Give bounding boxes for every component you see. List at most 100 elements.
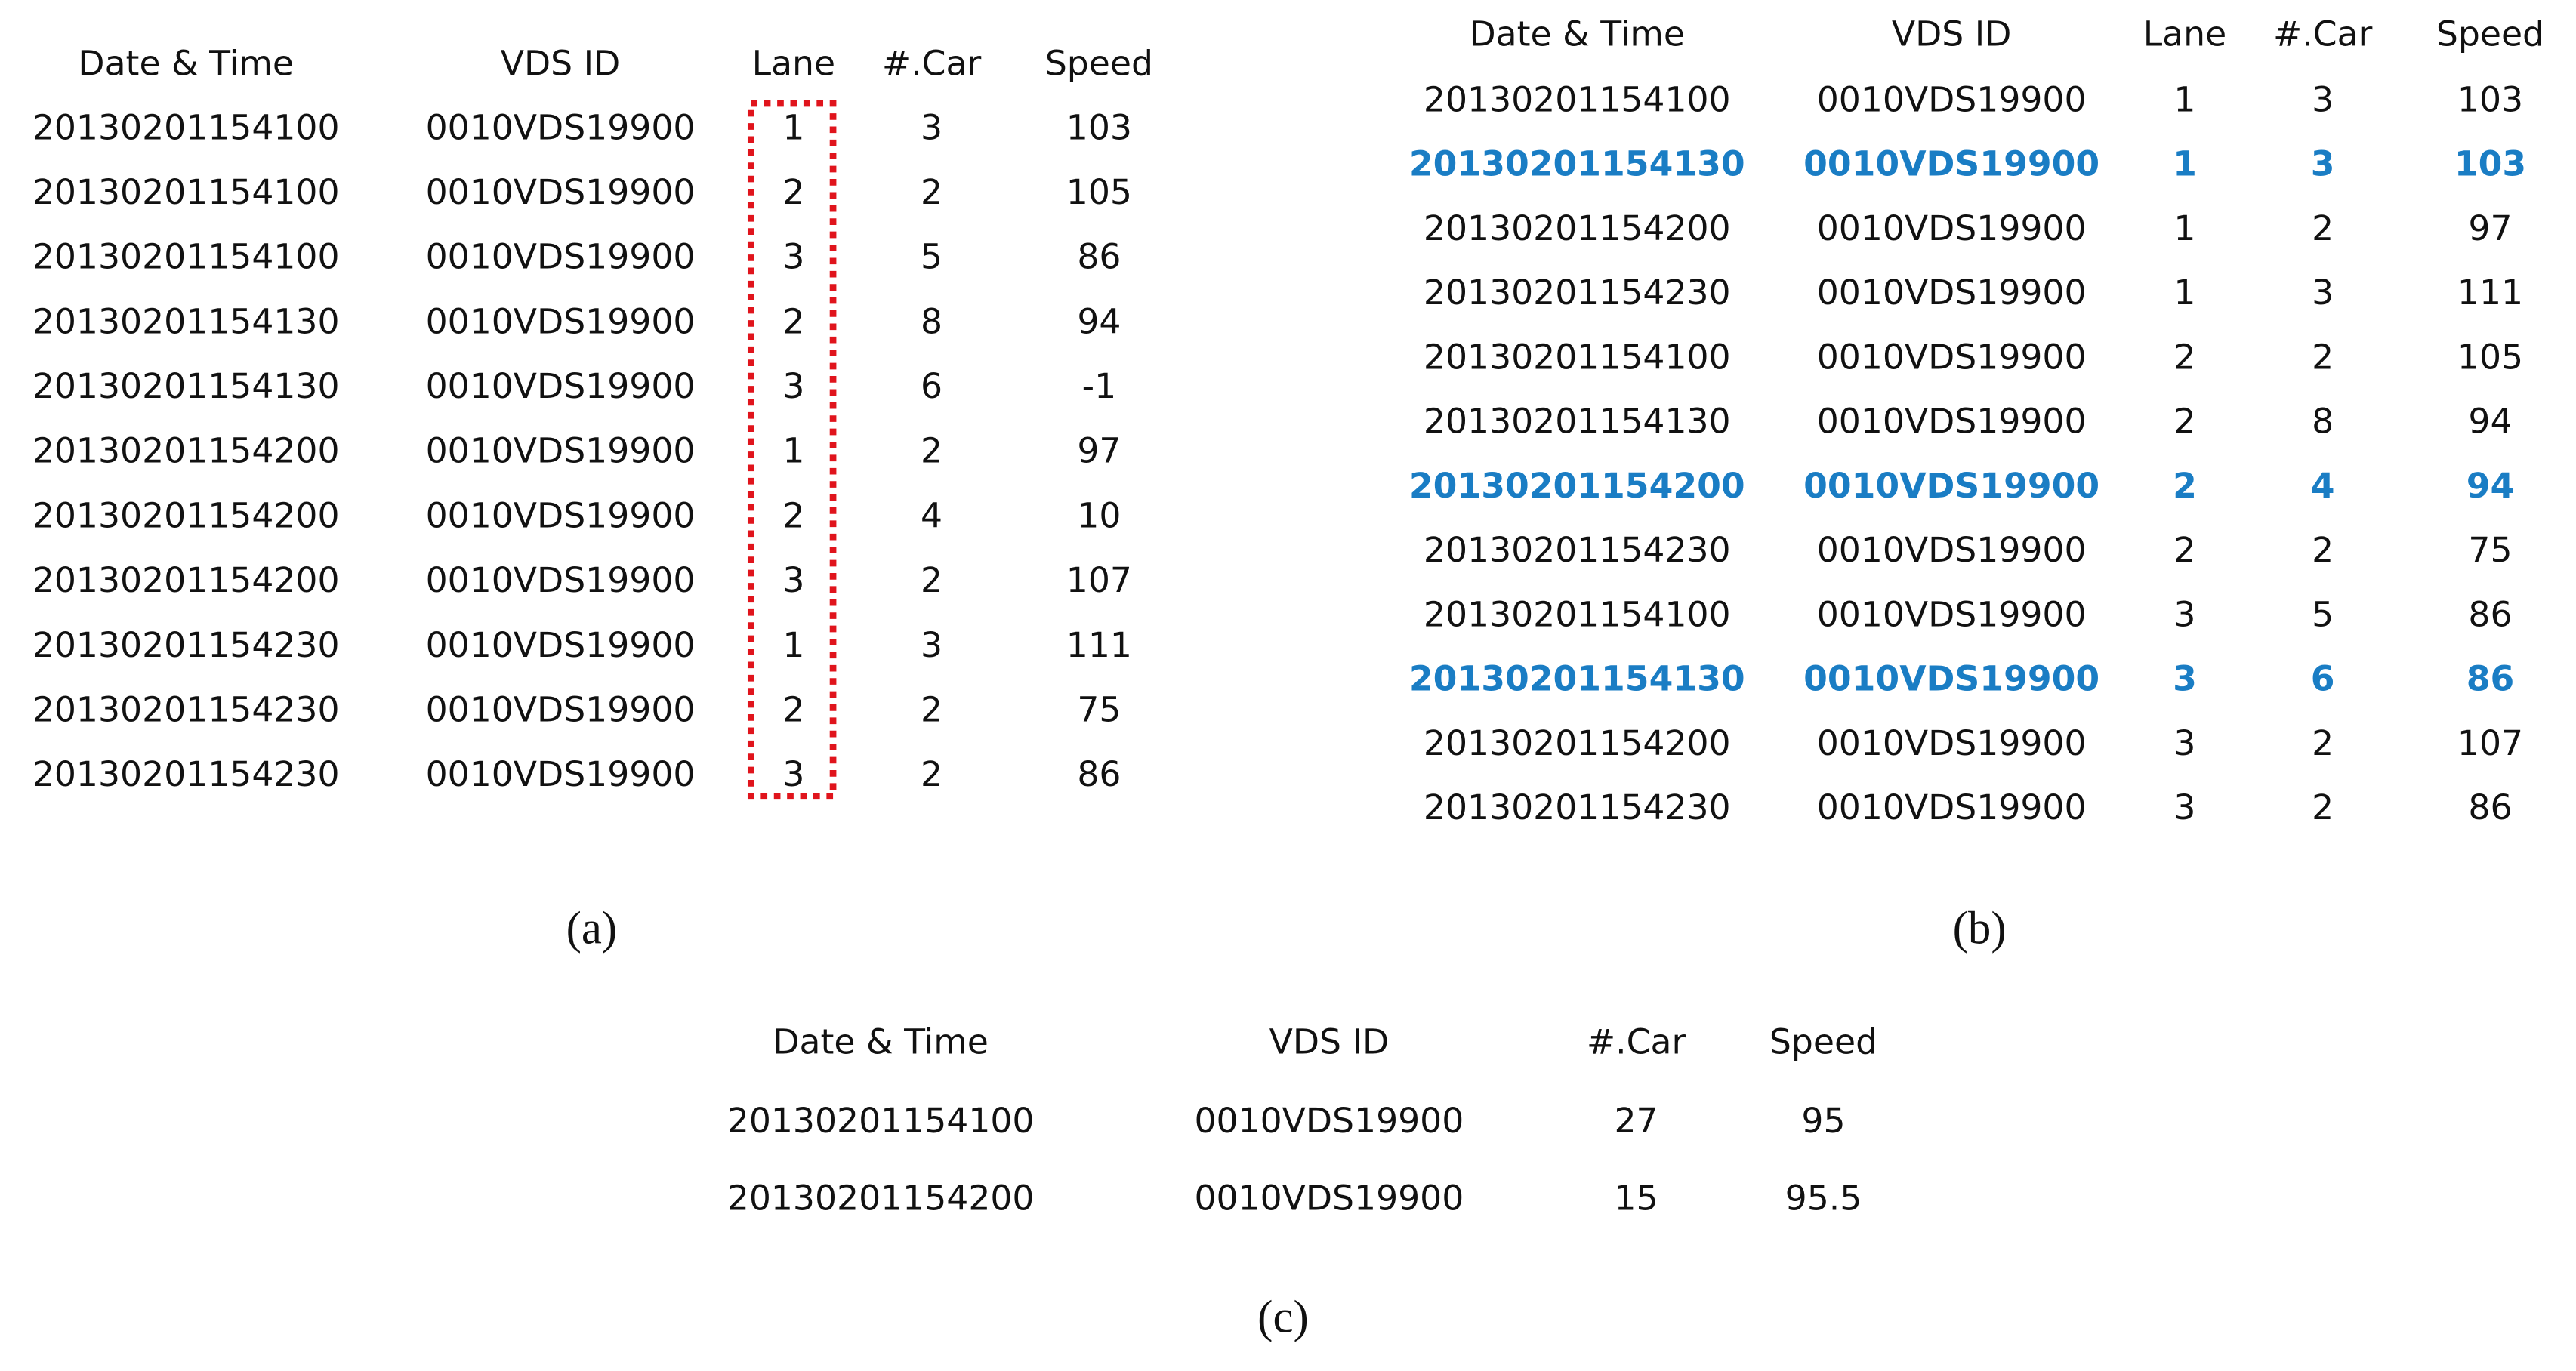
table-cell: 111 (2457, 273, 2523, 313)
caption: (a) (566, 903, 618, 954)
table-cell: 0010VDS19900 (1817, 273, 2087, 313)
table-cell: 105 (1066, 172, 1132, 212)
table-cell: 1 (2173, 273, 2195, 313)
table-cell: 94 (2468, 402, 2512, 442)
table-cell: 6 (2311, 659, 2335, 699)
table-cell: 27 (1615, 1101, 1658, 1141)
table-cell: 5 (921, 237, 942, 277)
table-cell: 2 (2312, 208, 2334, 248)
table-cell: 20130201154200 (1409, 466, 1745, 506)
table-cell: 0010VDS19900 (1817, 530, 2087, 570)
table-cell: 0010VDS19900 (426, 625, 696, 665)
table-cell: 0010VDS19900 (426, 366, 696, 406)
column-header: Date & Time (773, 1022, 989, 1062)
column-header: #.Car (882, 43, 982, 83)
table-cell: 0010VDS19900 (426, 560, 696, 600)
table-cell: 86 (1077, 237, 1121, 277)
table-cell: 0010VDS19900 (1194, 1101, 1464, 1141)
table-cell: 0010VDS19900 (1803, 466, 2099, 506)
table-cell: 20130201154130 (1409, 144, 1745, 184)
table-cell: 20130201154230 (32, 754, 340, 794)
table-cell: 1 (782, 107, 804, 147)
table-cell: 15 (1615, 1178, 1658, 1218)
table-cell: 2 (921, 560, 942, 600)
table-cell: 6 (921, 366, 942, 406)
caption: (b) (1953, 903, 2007, 954)
column-header: Lane (752, 43, 835, 83)
table-cell: 86 (2466, 659, 2515, 699)
table-cell: 0010VDS19900 (426, 690, 696, 730)
table-cell: 2 (921, 754, 942, 794)
table-cell: 20130201154200 (32, 495, 340, 535)
table-cell: 20130201154200 (32, 560, 340, 600)
table-cell: 0010VDS19900 (426, 301, 696, 341)
table-cell: 2 (782, 495, 804, 535)
table-cell: 5 (2312, 594, 2334, 634)
table-cell: 1 (2173, 144, 2197, 184)
table-cell: 3 (2173, 659, 2197, 699)
column-header: VDS ID (501, 43, 621, 83)
table-cell: 3 (782, 560, 804, 600)
table-cell: 94 (2466, 466, 2515, 506)
table-cell: 86 (2468, 594, 2512, 634)
table-cell: 20130201154200 (727, 1178, 1035, 1218)
table-cell: 0010VDS19900 (426, 237, 696, 277)
column-header: #.Car (1587, 1022, 1686, 1062)
column-header: Speed (1045, 43, 1153, 83)
table-cell: 0010VDS19900 (1817, 594, 2087, 634)
table-cell: 0010VDS19900 (1817, 723, 2087, 763)
table-cell: 20130201154100 (1424, 337, 1731, 377)
column-header: #.Car (2273, 14, 2373, 54)
table-cell: 103 (2454, 144, 2526, 184)
table-cell: 3 (2312, 273, 2334, 313)
table-cell: 3 (2173, 723, 2195, 763)
table-cell: 94 (1077, 301, 1121, 341)
table-cell: 0010VDS19900 (1194, 1178, 1464, 1218)
table-cell: 75 (1077, 690, 1121, 730)
table-cell: 2 (782, 172, 804, 212)
table-cell: 0010VDS19900 (426, 107, 696, 147)
table-cell: 20130201154130 (32, 366, 340, 406)
table-cell: 0010VDS19900 (1817, 402, 2087, 442)
table-cell: 105 (2457, 337, 2523, 377)
table-cell: 97 (2468, 208, 2512, 248)
table-cell: 20130201154230 (32, 625, 340, 665)
table-cell: 20130201154230 (32, 690, 340, 730)
column-header: Speed (1769, 1022, 1877, 1062)
table-cell: 107 (2457, 723, 2523, 763)
table-cell: 20130201154230 (1424, 273, 1731, 313)
table-cell: 2 (2173, 337, 2195, 377)
table-cell: 20130201154230 (1424, 530, 1731, 570)
table-cell: 4 (2311, 466, 2335, 506)
table-cell: 8 (921, 301, 942, 341)
table-cell: 75 (2468, 530, 2512, 570)
table-cell: 0010VDS19900 (426, 431, 696, 471)
table-cell: 2 (921, 172, 942, 212)
caption: (c) (1257, 1292, 1309, 1343)
table-cell: 2 (921, 431, 942, 471)
table-cell: 111 (1066, 625, 1132, 665)
table-cell: 86 (2468, 787, 2512, 827)
table-cell: 3 (782, 237, 804, 277)
table-cell: 20130201154100 (32, 172, 340, 212)
column-header: Lane (2143, 14, 2226, 54)
table-cell: 4 (921, 495, 942, 535)
table-cell: 3 (2173, 594, 2195, 634)
table-cell: 20130201154100 (1424, 79, 1731, 119)
table-cell: 0010VDS19900 (426, 495, 696, 535)
table-cell: 1 (2173, 208, 2195, 248)
table-cell: 0010VDS19900 (426, 754, 696, 794)
lane-highlight-box (747, 100, 837, 800)
table-cell: 2 (2173, 466, 2197, 506)
table-cell: 20130201154130 (32, 301, 340, 341)
table-cell: 3 (782, 754, 804, 794)
table-cell: 2 (2173, 530, 2195, 570)
table-cell: 3 (2311, 144, 2335, 184)
table-cell: 103 (2457, 79, 2523, 119)
table-cell: 8 (2312, 402, 2334, 442)
table-cell: 95.5 (1785, 1178, 1862, 1218)
table-cell: 0010VDS19900 (426, 172, 696, 212)
table-cell: 20130201154130 (1409, 659, 1745, 699)
table-cell: 20130201154200 (1424, 208, 1731, 248)
table-cell: 3 (921, 107, 942, 147)
